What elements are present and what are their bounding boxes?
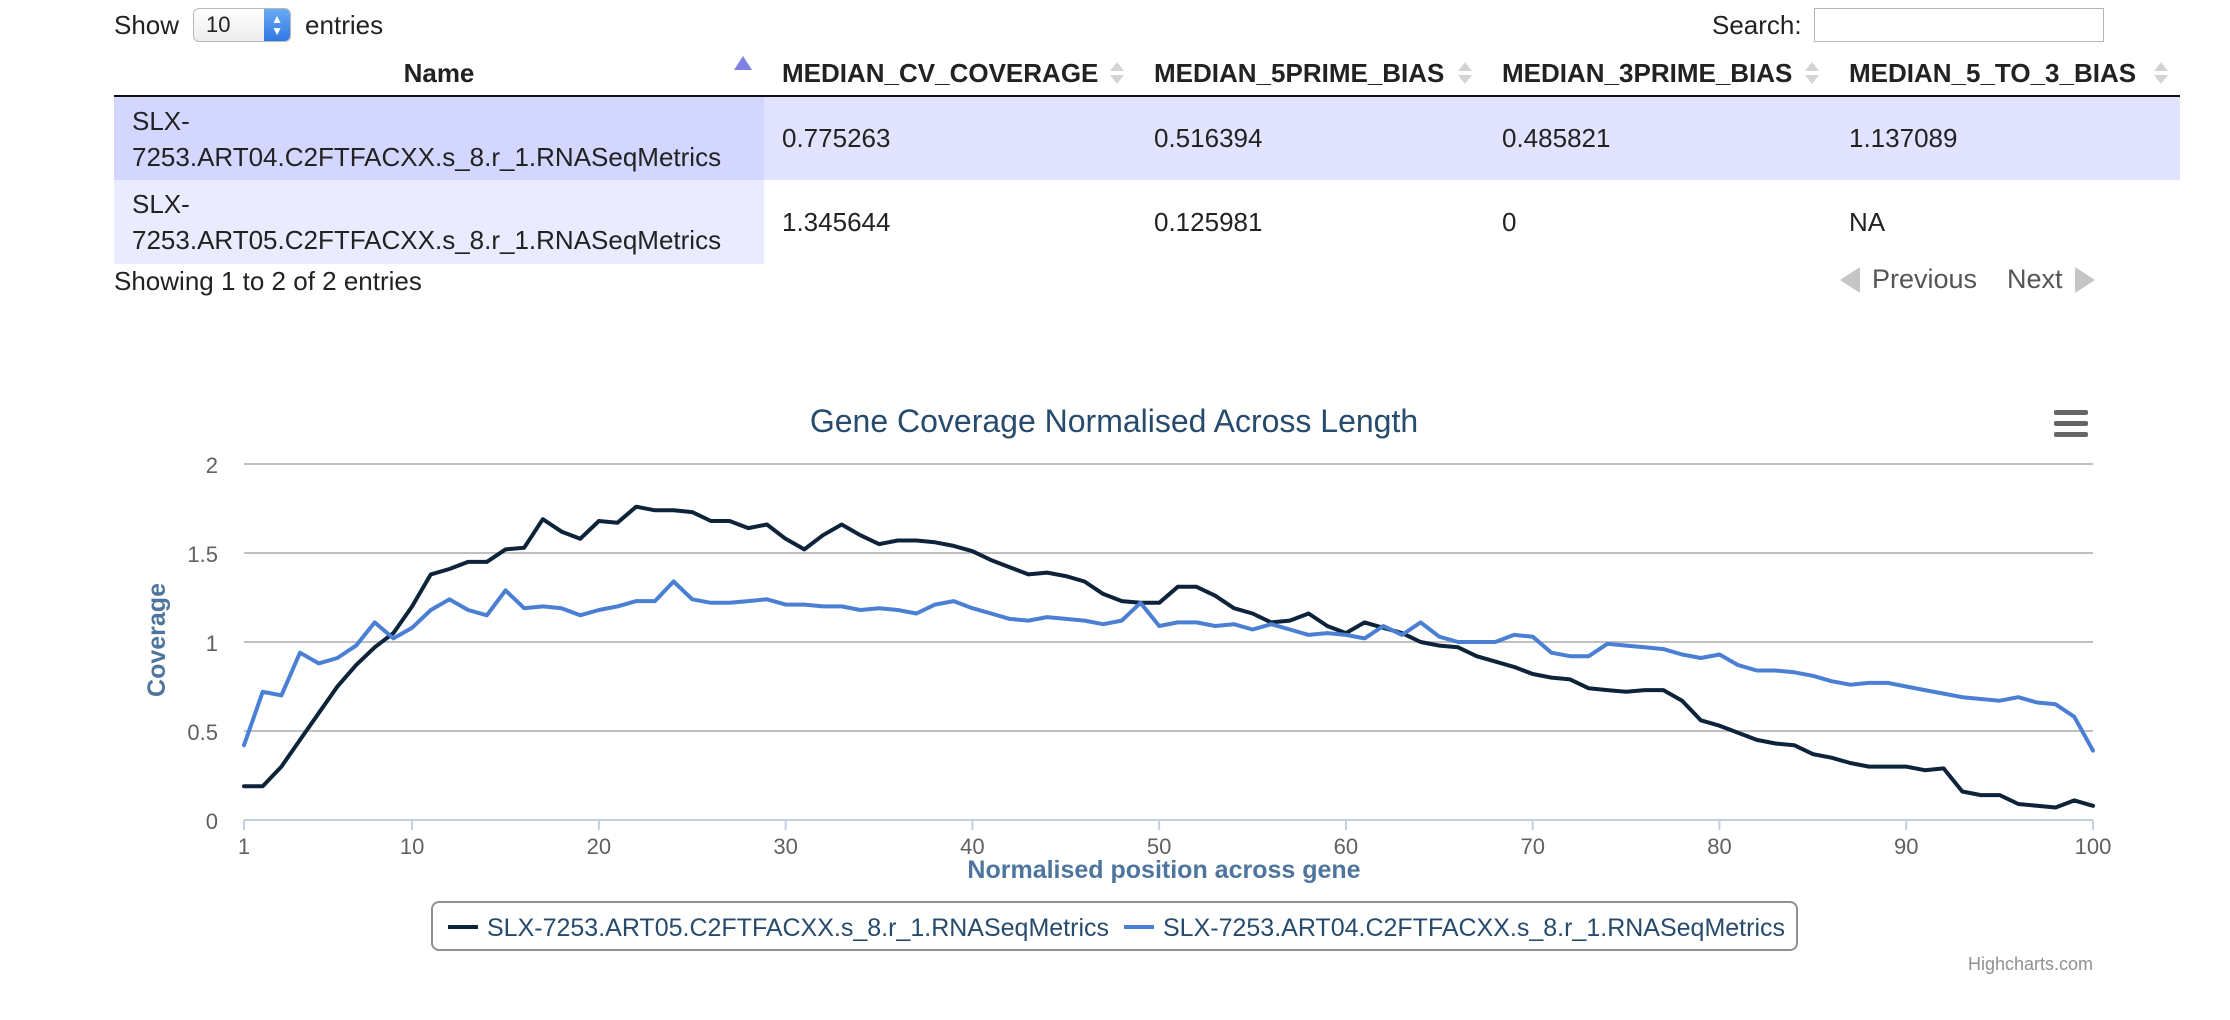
x-tick-label: 30 [773, 834, 797, 859]
column-header-name[interactable]: Name [114, 52, 764, 97]
search-input[interactable] [1813, 8, 2104, 42]
sort-both-icon [1110, 62, 1124, 86]
metrics-table: Name MEDIAN_CV_COVERAGE MEDIAN_5PRIME_BI… [114, 52, 2180, 264]
cell-name: SLX- 7253.ART04.C2FTFACXX.s_8.r_1.RNASeq… [114, 96, 764, 180]
cell-median-3prime-bias: 0 [1484, 180, 1831, 264]
page-length-control: Show 10 ▲ ▼ entries [114, 4, 383, 46]
x-tick-label: 50 [1147, 834, 1171, 859]
x-tick-label: 60 [1334, 834, 1358, 859]
legend-item-art04[interactable]: SLX-7253.ART04.C2FTFACXX.s_8.r_1.RNASeqM… [1124, 914, 1785, 942]
series-line-0[interactable] [242, 504, 2095, 810]
entries-label: entries [305, 9, 384, 40]
search-control: Search: [1712, 4, 2104, 46]
coverage-chart: Gene Coverage Normalised Across Length 0… [143, 403, 2112, 974]
cell-name: SLX- 7253.ART05.C2FTFACXX.s_8.r_1.RNASeq… [114, 180, 764, 264]
next-button[interactable]: Next [2007, 264, 2095, 295]
next-label: Next [2007, 264, 2063, 294]
table-row[interactable]: SLX- 7253.ART05.C2FTFACXX.s_8.r_1.RNASeq… [114, 180, 2180, 264]
x-tick-label: 1 [238, 834, 250, 859]
column-header-median-cv-coverage[interactable]: MEDIAN_CV_COVERAGE [764, 52, 1136, 97]
column-header-median-3prime-bias[interactable]: MEDIAN_3PRIME_BIAS [1484, 52, 1831, 97]
chart-credits[interactable]: Highcharts.com [1968, 954, 2093, 974]
search-label: Search: [1712, 9, 1802, 40]
previous-button[interactable]: Previous [1840, 264, 1977, 295]
x-tick-label: 80 [1707, 834, 1731, 859]
sort-both-icon [2154, 62, 2168, 86]
column-header-median-5prime-bias[interactable]: MEDIAN_5PRIME_BIAS [1136, 52, 1484, 97]
x-tick-label: 20 [587, 834, 611, 859]
y-axis-title: Coverage [143, 583, 171, 697]
legend-item-art05[interactable]: SLX-7253.ART05.C2FTFACXX.s_8.r_1.RNASeqM… [448, 914, 1109, 942]
previous-label: Previous [1872, 264, 1978, 294]
legend-label: SLX-7253.ART04.C2FTFACXX.s_8.r_1.RNASeqM… [1163, 914, 1785, 942]
x-tick-label: 90 [1894, 834, 1918, 859]
arrow-right-icon [2074, 266, 2095, 293]
sort-ascending-icon [734, 56, 752, 70]
x-tick-label: 40 [960, 834, 984, 859]
table-header-row: Name MEDIAN_CV_COVERAGE MEDIAN_5PRIME_BI… [114, 52, 2180, 97]
column-header-median-5-to-3-bias[interactable]: MEDIAN_5_TO_3_BIAS [1831, 52, 2180, 97]
chart-title: Gene Coverage Normalised Across Length [810, 403, 1418, 439]
table-info: Showing 1 to 2 of 2 entries [114, 266, 422, 296]
y-tick-label: 1 [206, 631, 218, 656]
cell-median-5-to-3-bias: 1.137089 [1831, 96, 2180, 180]
page-length-value: 10 [206, 12, 231, 37]
y-tick-label: 1.5 [187, 542, 218, 567]
arrow-left-icon [1840, 266, 1860, 293]
table-row[interactable]: SLX- 7253.ART04.C2FTFACXX.s_8.r_1.RNASeq… [114, 96, 2180, 180]
chart-menu-icon[interactable] [2054, 410, 2088, 438]
cell-median-cv-coverage: 0.775263 [764, 96, 1136, 180]
sort-both-icon [1805, 62, 1819, 86]
legend-label: SLX-7253.ART05.C2FTFACXX.s_8.r_1.RNASeqM… [487, 914, 1109, 942]
x-axis-title: Normalised position across gene [967, 856, 1360, 884]
pagination: Previous Next [1840, 264, 2095, 295]
series-line-1[interactable] [242, 579, 2095, 753]
sort-both-icon [1458, 62, 1472, 86]
y-tick-label: 2 [206, 453, 218, 478]
cell-median-5prime-bias: 0.516394 [1136, 96, 1484, 180]
x-tick-label: 100 [2075, 834, 2112, 859]
cell-median-5prime-bias: 0.125981 [1136, 180, 1484, 264]
x-tick-label: 10 [400, 834, 424, 859]
y-tick-label: 0 [206, 809, 218, 834]
cell-median-5-to-3-bias: NA [1831, 180, 2180, 264]
x-tick-label: 70 [1520, 834, 1544, 859]
cell-median-3prime-bias: 0.485821 [1484, 96, 1831, 180]
page-length-select[interactable]: 10 ▲ ▼ [193, 8, 292, 42]
show-label: Show [114, 9, 180, 40]
select-arrows-icon: ▲ ▼ [264, 9, 291, 41]
cell-median-cv-coverage: 1.345644 [764, 180, 1136, 264]
y-tick-label: 0.5 [187, 720, 218, 745]
chart-legend: SLX-7253.ART05.C2FTFACXX.s_8.r_1.RNASeqM… [431, 901, 1798, 951]
